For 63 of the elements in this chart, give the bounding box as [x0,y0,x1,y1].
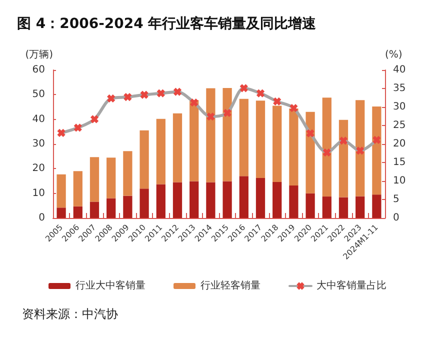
bar [372,194,382,218]
bar [272,106,282,182]
bar [140,130,149,189]
bar [356,196,365,218]
bar [56,174,66,208]
bar [90,202,100,218]
legend-label: 行业轻客销量 [200,280,260,292]
y-tick-label: 60 [32,64,45,76]
bar [172,113,182,182]
bar [372,106,382,195]
bar [73,206,82,218]
bar [222,181,232,218]
y-tick-label: 0 [38,212,45,224]
bar [123,151,132,196]
bar [222,88,232,182]
bar [356,100,365,196]
bar [56,208,66,218]
y2-tick-label: 15 [393,157,406,168]
bar [239,98,248,176]
bar [190,100,199,182]
bar [239,176,248,218]
bar [123,196,132,218]
text: 资料来源：中汽协 [22,307,118,321]
chart-title: 图 4：2006-2024 年行业客车销量及同比增速 [17,15,318,32]
y2-axis-title: (%) [385,50,402,60]
bar [272,182,282,218]
legend-label: 大中客销量占比 [316,280,386,292]
bar [289,185,298,218]
y2-tick-label: 25 [393,120,406,131]
bar [106,158,116,198]
bar [306,193,315,218]
legend-label: 行业大中客销量 [76,280,146,292]
bar [140,188,149,218]
bar [322,98,332,197]
bar [306,112,315,194]
bar [106,198,116,218]
bar [156,118,166,184]
bar [206,88,216,182]
bar [338,120,348,198]
y-tick-label: 20 [32,163,45,174]
y2-tick-label: 10 [393,176,406,186]
y-tick-label: 30 [32,138,45,150]
bar [90,157,100,202]
bar [172,182,182,218]
bar [190,181,199,218]
bar [156,184,166,218]
bar [256,178,266,218]
bar [206,182,216,218]
y-tick-label: 50 [32,89,45,100]
bar [256,100,266,178]
y2-tick-label: 20 [393,138,406,150]
y2-tick-label: 30 [393,102,406,112]
bar [338,197,348,218]
y2-tick-label: 0 [393,212,400,224]
bar [322,196,332,218]
y-tick-label: 40 [32,114,45,125]
y2-tick-label: 5 [393,194,400,205]
y2-tick-label: 35 [393,83,406,94]
bar [289,108,298,186]
y-tick-label: 10 [32,188,45,199]
y-axis-title: (万辆) [25,48,54,60]
bar [73,171,82,206]
y2-tick-label: 40 [393,64,406,76]
